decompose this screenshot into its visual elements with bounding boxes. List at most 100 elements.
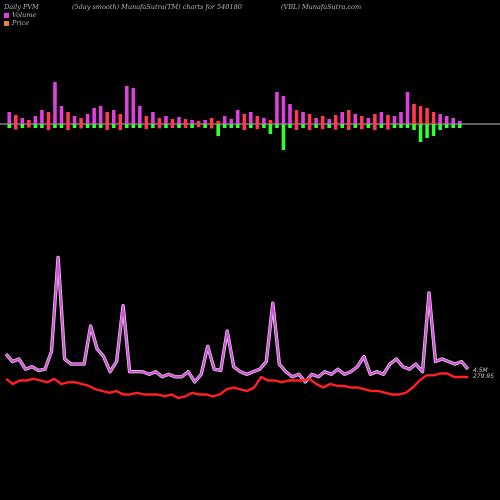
volume-bar-down	[255, 124, 260, 130]
volume-bar-green	[229, 124, 234, 128]
volume-bar	[216, 121, 220, 124]
volume-bar	[379, 112, 384, 124]
volume-bar	[262, 118, 266, 124]
price-line	[5, 372, 468, 400]
volume-bar	[196, 121, 201, 124]
price-last-label: 279.95	[473, 373, 494, 380]
volume-bar	[333, 115, 338, 124]
volume-bar-green	[444, 124, 449, 128]
volume-bar-green	[425, 124, 429, 138]
volume-bar	[170, 119, 175, 124]
volume-bar	[164, 116, 168, 124]
volume-bar	[79, 118, 83, 124]
volume-bar-green	[72, 124, 77, 128]
volume-bar-green	[20, 124, 25, 128]
volume-bar-green	[379, 124, 384, 128]
volume-bar	[451, 118, 456, 124]
volume-bar-green	[262, 124, 266, 128]
volume-bar	[20, 118, 25, 124]
volume-bar	[203, 120, 207, 124]
volume-bar-green	[33, 124, 38, 128]
volume-bar	[281, 96, 286, 124]
volume-bar	[294, 110, 299, 124]
volume-bar	[373, 114, 377, 124]
volume-bar-green	[111, 124, 116, 128]
volume-bar	[405, 92, 410, 124]
volume-bar	[255, 116, 260, 124]
volume-bar	[85, 114, 90, 124]
volume-bar	[392, 116, 397, 124]
legend-swatch-price	[4, 20, 9, 26]
legend-swatch-volume	[4, 12, 9, 18]
volume-bar	[111, 110, 116, 124]
volume-bar-green	[281, 124, 286, 150]
volume-bar-green	[405, 124, 410, 128]
volume-bar-green	[203, 124, 207, 128]
volume-bar	[346, 110, 351, 124]
volume-bar	[33, 116, 38, 124]
volume-bar-green	[275, 124, 279, 128]
volume-bar-green	[418, 124, 423, 142]
volume-bar-green	[85, 124, 90, 128]
volume-bar-green	[235, 124, 240, 128]
volume-bar	[399, 112, 403, 124]
volume-bar	[40, 110, 44, 124]
volume-bar-down	[242, 124, 247, 130]
volume-bar-down	[46, 124, 51, 130]
volume-bar	[431, 112, 436, 124]
volume-bar	[190, 120, 194, 124]
volume-bar	[138, 106, 142, 124]
volume-bar	[209, 118, 214, 124]
volume-bar-down	[209, 124, 214, 129]
volume-bar-down	[13, 124, 18, 130]
legend-label-volume: Volume	[12, 11, 37, 19]
volume-bar-down	[183, 124, 188, 128]
volume-bar-green	[431, 124, 436, 136]
volume-bar-green	[98, 124, 103, 128]
volume-bar-down	[118, 124, 123, 130]
volume-bar-down	[373, 124, 377, 130]
volume-bar	[340, 112, 345, 124]
volume-bar	[412, 104, 416, 124]
volume-bar	[457, 121, 462, 124]
volume-bar-green	[301, 124, 305, 128]
volume-bar	[438, 114, 442, 124]
volume-bar	[386, 115, 390, 124]
volume-bar-green	[59, 124, 64, 128]
chart-title: Daily PVM	[4, 3, 39, 11]
volume-bar	[66, 112, 70, 124]
volume-bar-down	[144, 124, 149, 130]
volume-bar	[118, 114, 123, 124]
volume-bar-green	[392, 124, 397, 128]
volume-bar-green	[314, 124, 318, 128]
volume-bar-green	[40, 124, 44, 128]
volume-bar-down	[157, 124, 162, 129]
legend-item-price: Price	[4, 19, 29, 27]
volume-bar-green	[438, 124, 442, 130]
volume-bar	[301, 112, 305, 124]
volume-bar	[27, 120, 31, 124]
volume-line	[5, 256, 469, 383]
volume-bar-green	[151, 124, 155, 128]
volume-bar-down	[346, 124, 351, 130]
volume-bar	[46, 112, 51, 124]
volume-bar-green	[451, 124, 456, 128]
volume-bar	[366, 118, 371, 124]
volume-bar-down	[196, 124, 201, 128]
volume-bar	[72, 116, 77, 124]
volume-bar-green	[177, 124, 181, 128]
volume-bar-down	[105, 124, 109, 130]
volume-bar	[144, 116, 149, 124]
volume-bar	[13, 115, 18, 124]
volume-bar-green	[216, 124, 220, 136]
volume-bar	[105, 112, 109, 124]
volume-bar	[98, 106, 103, 124]
volume-bar	[151, 112, 155, 124]
legend-item-volume: Volume	[4, 11, 36, 19]
volume-bar	[222, 116, 227, 124]
volume-bar-green	[164, 124, 168, 128]
volume-bar	[7, 112, 12, 124]
volume-bar-green	[353, 124, 358, 128]
volume-bar	[124, 86, 129, 124]
